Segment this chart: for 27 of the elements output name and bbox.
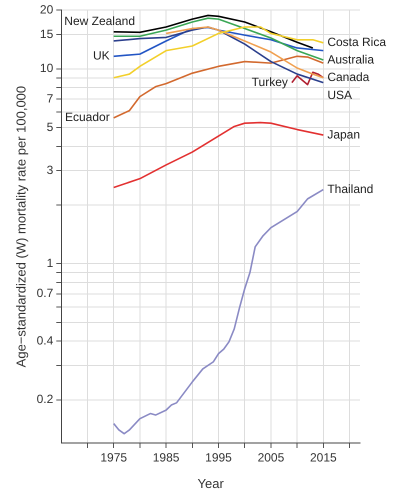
- series-label: Thailand: [327, 182, 374, 196]
- series-label: New Zealand: [64, 14, 135, 28]
- y-tick-label: 0.4: [36, 333, 54, 348]
- series-label: Canada: [327, 70, 370, 84]
- x-axis-title: Year: [198, 476, 224, 491]
- y-tick-label: 0.7: [36, 286, 54, 300]
- series-label: Australia: [327, 52, 374, 66]
- y-tick-label: 0.2: [36, 392, 54, 406]
- y-tick-label: 1: [46, 256, 54, 270]
- series-label: Ecuador: [64, 110, 110, 124]
- x-tick-label: 1995: [205, 450, 232, 465]
- y-tick-label: 15: [40, 26, 54, 41]
- y-tick-label: 20: [40, 2, 54, 17]
- x-tick-label: 1985: [152, 450, 180, 465]
- y-tick-label: 3: [46, 163, 54, 178]
- y-tick-label: 7: [46, 91, 54, 106]
- y-tick-label: 5: [46, 120, 54, 134]
- y-axis-title: Age−standardized (W) mortality rate per 100,000: [13, 86, 28, 368]
- series-label: Costa Rica: [327, 35, 386, 50]
- series-label: Japan: [327, 127, 360, 142]
- x-tick-label: 2015: [310, 450, 337, 465]
- x-tick-label: 2005: [258, 450, 285, 465]
- y-tick-label: 10: [40, 61, 54, 76]
- x-tick-label: 1975: [100, 450, 128, 465]
- series-label: Turkey: [252, 74, 288, 89]
- series-label: UK: [93, 48, 110, 63]
- series-label: USA: [327, 88, 352, 102]
